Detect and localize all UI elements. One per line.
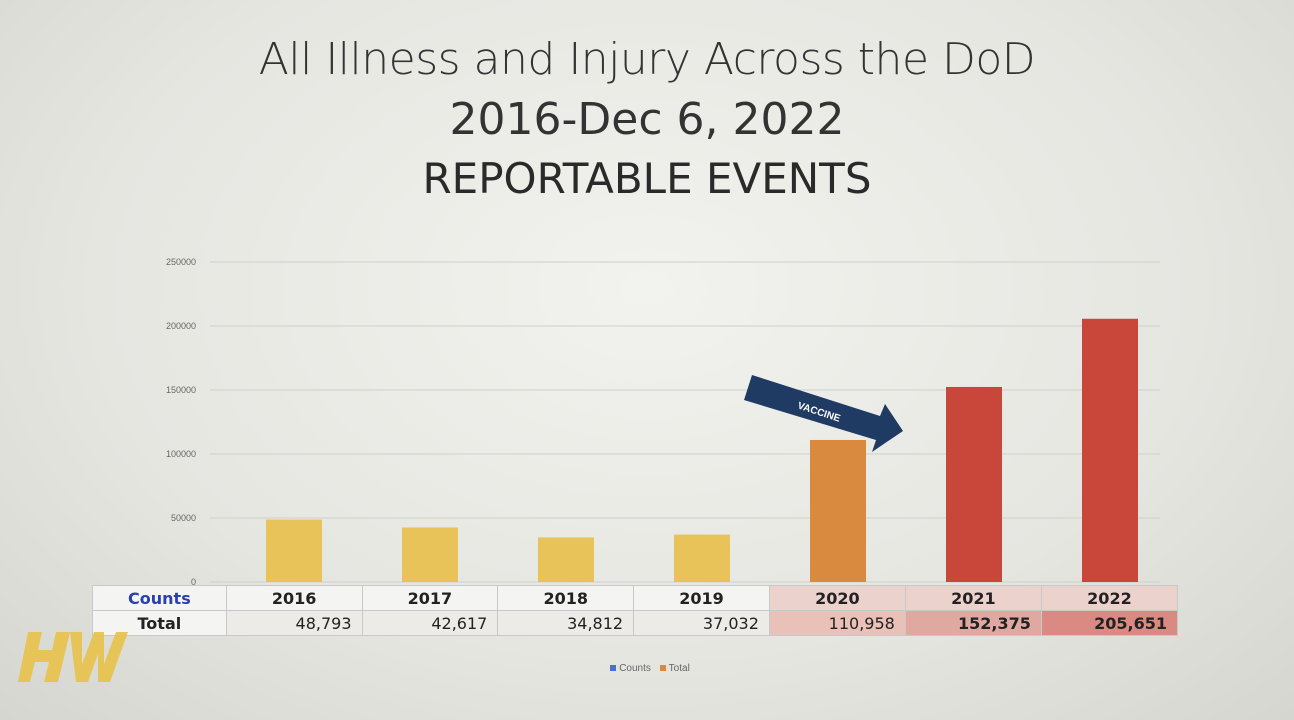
y-tick-label: 50000 <box>171 513 196 523</box>
year-cell-2022: 2022 <box>1040 585 1179 611</box>
bar-total-2017 <box>402 527 458 582</box>
year-cell-2016: 2016 <box>225 585 363 611</box>
legend-swatch-counts <box>610 665 617 672</box>
title-line-3: REPORTABLE EVENTS <box>422 154 872 203</box>
bar-total-2022 <box>1082 318 1138 582</box>
bar-total-2019 <box>674 534 730 582</box>
bar-total-2021 <box>946 386 1002 582</box>
bar-total-2018 <box>538 537 594 582</box>
y-tick-label: 100000 <box>166 449 196 459</box>
counts-row-label: Counts <box>92 585 227 611</box>
table-header-row: Counts 2016 2017 2018 2019 2020 2021 202… <box>92 585 1179 611</box>
chart-legend: Counts Total <box>0 663 1294 674</box>
year-cell-2017: 2017 <box>361 585 499 611</box>
y-tick-label: 200000 <box>166 321 196 331</box>
total-cell-2020: 110,958 <box>768 610 906 636</box>
year-cell-2021: 2021 <box>904 585 1042 611</box>
total-cell-2018: 34,812 <box>497 610 635 636</box>
total-cell-2019: 37,032 <box>633 610 770 636</box>
total-cell-2022: 205,651 <box>1040 610 1179 636</box>
y-tick-label: 150000 <box>166 385 196 395</box>
table-total-row: Total 48,793 42,617 34,812 37,032 110,95… <box>92 610 1179 636</box>
y-tick-label: 0 <box>191 577 196 587</box>
legend-swatch-total <box>659 665 666 672</box>
vaccine-arrow-icon <box>744 375 903 452</box>
total-row-label: Total <box>92 610 227 636</box>
legend-label-counts: Counts <box>619 663 651 674</box>
title-line-1: All Illness and Injury Across the DoD <box>258 34 1036 85</box>
year-cell-2020: 2020 <box>768 585 906 611</box>
total-cell-2017: 42,617 <box>361 610 499 636</box>
title-line-2: 2016-Dec 6, 2022 <box>449 94 845 145</box>
slide-title: All Illness and Injury Across the DoD 20… <box>0 30 1294 208</box>
total-cell-2021: 152,375 <box>904 610 1042 636</box>
year-cell-2018: 2018 <box>497 585 635 611</box>
legend-label-total: Total <box>668 663 690 674</box>
hw-logo-icon <box>18 632 128 682</box>
y-tick-label: 250000 <box>166 257 196 267</box>
total-cell-2016: 48,793 <box>225 610 363 636</box>
data-table: Counts 2016 2017 2018 2019 2020 2021 202… <box>92 585 1179 636</box>
bar-total-2020 <box>810 439 866 582</box>
year-cell-2019: 2019 <box>633 585 770 611</box>
bar-total-2016 <box>266 519 322 582</box>
